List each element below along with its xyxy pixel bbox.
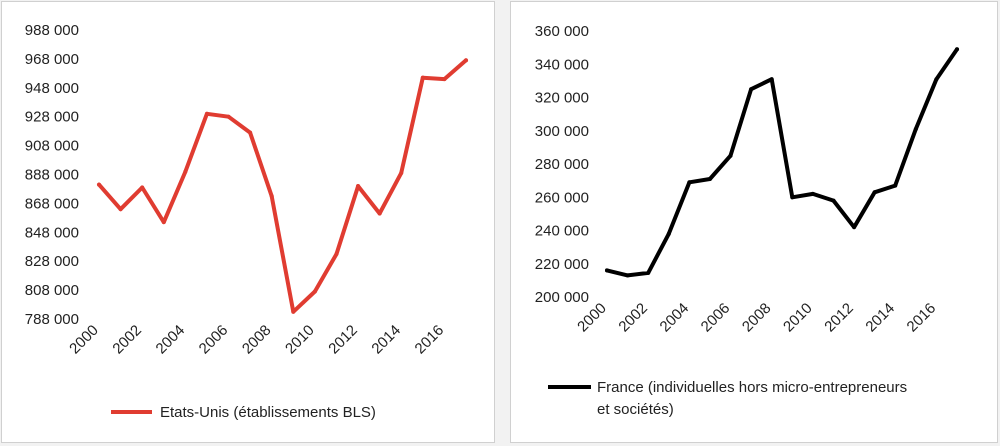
data-point [687,180,692,185]
data-point [646,270,651,275]
x-tick-label: 2002 [109,322,145,358]
x-tick-label: 2002 [615,300,651,336]
data-point [118,207,123,212]
y-tick-label: 220 000 [535,256,589,273]
data-point [934,77,939,82]
x-axis-us: 2000 2002 2004 2006 2008 2010 2012 2014 2016 [66,322,447,358]
data-point [356,184,361,189]
data-point [852,225,857,230]
data-point [226,114,231,119]
series-points-france [605,47,959,278]
x-tick-label: 2012 [325,322,361,358]
data-point [140,185,145,190]
series-line-france [605,47,959,278]
data-point [790,195,795,200]
data-point [312,289,317,294]
data-point [955,47,959,52]
x-tick-label: 2008 [739,300,775,336]
data-point [831,198,836,203]
x-tick-label: 2010 [282,322,318,358]
x-tick-label: 2016 [412,322,448,358]
chart-france: 360 000 340 000 320 000 300 000 280 000 260 0… [535,23,959,418]
y-tick-label: 340 000 [535,56,589,73]
y-tick-label: 948 000 [25,80,79,97]
data-point [97,182,101,187]
x-tick-label: 2016 [904,300,940,336]
series-line-us [97,58,468,314]
x-tick-label: 2006 [698,300,734,336]
chart-us: 988 000 968 000 948 000 928 000 908 000 888 0… [25,22,468,421]
y-tick-label: 300 000 [535,123,589,140]
data-point [707,176,712,181]
data-point [442,77,447,82]
data-point [420,75,425,80]
data-point [464,58,468,63]
y-tick-label: 868 000 [25,195,79,212]
data-point [161,220,166,225]
data-point [625,273,630,278]
chart-panel-us: 988 000 968 000 948 000 928 000 908 000 888 0… [1,1,495,443]
y-tick-label: 968 000 [25,51,79,68]
y-tick-label: 988 000 [25,22,79,39]
data-point [872,190,877,195]
y-tick-label: 808 000 [25,282,79,299]
y-axis-us: 988 000 968 000 948 000 928 000 908 000 888 0… [25,22,79,328]
y-tick-label: 280 000 [535,156,589,173]
data-point [769,77,774,82]
y-tick-label: 320 000 [535,90,589,107]
y-tick-label: 828 000 [25,253,79,270]
data-point [248,130,253,135]
legend-label-france-line-1: France (individuelles hors micro-entrepr… [597,379,907,396]
legend-france: France (individuelles hors micro-entrepr… [548,379,907,418]
y-axis-france: 360 000 340 000 320 000 300 000 280 000 260 0… [535,23,589,306]
x-tick-label: 2006 [196,322,232,358]
data-point [913,127,918,132]
data-point [666,231,671,236]
y-tick-label: 928 000 [25,109,79,126]
x-tick-label: 2014 [862,300,898,336]
y-tick-label: 200 000 [535,289,589,306]
data-point [749,87,754,92]
y-tick-label: 848 000 [25,224,79,241]
x-tick-label: 2010 [780,300,816,336]
data-point [605,268,609,273]
y-tick-label: 908 000 [25,138,79,155]
y-tick-label: 888 000 [25,167,79,184]
data-point [399,171,404,176]
x-tick-label: 2014 [368,322,404,358]
data-point [334,251,339,256]
data-point [893,183,898,188]
y-tick-label: 260 000 [535,189,589,206]
y-tick-label: 788 000 [25,311,79,328]
legend-label-france-line-2: et sociétés) [597,401,674,418]
data-point [204,111,209,116]
x-tick-label: 2004 [657,300,693,336]
data-point [377,211,382,216]
x-axis-france: 2000 2002 2004 2006 2008 2010 2012 2014 2016 [574,300,939,336]
x-tick-label: 2008 [239,322,275,358]
legend-us: Etats-Unis (établissements BLS) [111,404,376,421]
data-point [810,191,815,196]
data-point [269,194,274,199]
data-point [291,309,296,314]
legend-label-us: Etats-Unis (établissements BLS) [160,404,376,421]
series-points-us [97,58,468,314]
y-tick-label: 360 000 [535,23,589,40]
data-point [728,153,733,158]
y-tick-label: 240 000 [535,223,589,240]
x-tick-label: 2012 [821,300,857,336]
data-point [183,169,188,174]
chart-panel-france: 360 000 340 000 320 000 300 000 280 000 260 0… [510,1,998,443]
x-tick-label: 2004 [153,322,189,358]
